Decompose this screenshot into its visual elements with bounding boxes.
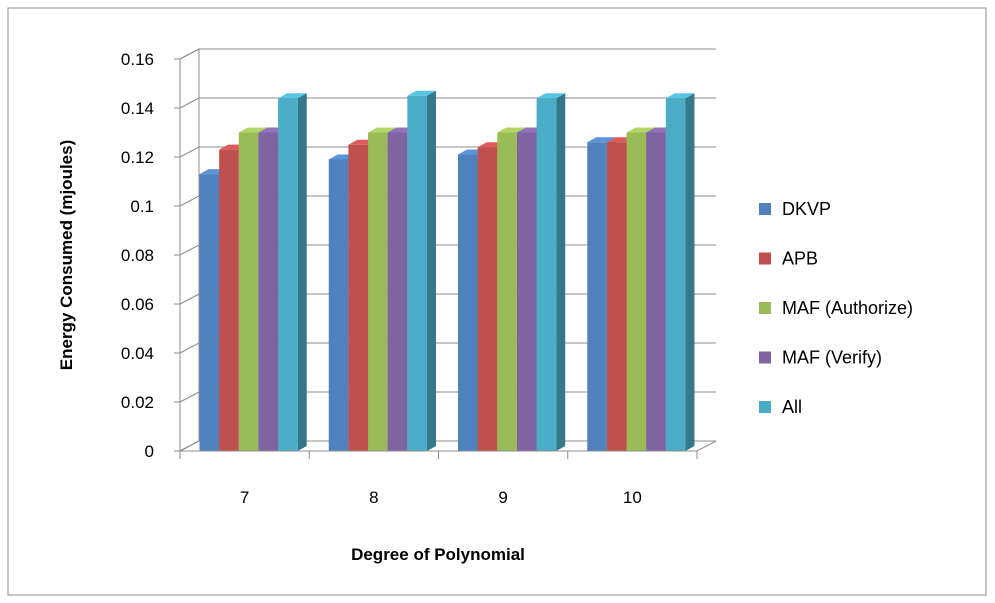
bar-all-7 xyxy=(278,93,307,451)
bar-side xyxy=(556,93,566,451)
bar-front xyxy=(458,154,478,452)
y-tick-label: 0.16 xyxy=(121,50,154,69)
bar-front xyxy=(407,95,427,451)
bar-top xyxy=(497,127,526,133)
bar-top xyxy=(238,127,268,133)
y-tick-label: 0.08 xyxy=(121,246,154,265)
x-tick-label: 7 xyxy=(240,488,249,507)
bar-all-9 xyxy=(536,93,566,451)
bar-front xyxy=(587,142,607,452)
y-tick-label: 0 xyxy=(145,442,154,461)
bar-front xyxy=(477,147,498,451)
gridline-diagonal xyxy=(179,195,200,207)
bar-front xyxy=(328,159,349,451)
bar-front xyxy=(536,98,557,451)
bar-front xyxy=(665,98,686,451)
y-tick-label: 0.02 xyxy=(121,393,154,412)
legend-item-maf-verify: MAF (Verify) xyxy=(759,348,882,368)
x-tick-label: 9 xyxy=(498,488,507,507)
bar-top xyxy=(407,90,436,96)
bars xyxy=(199,90,695,452)
bar-front xyxy=(348,144,369,451)
gridline-diagonal xyxy=(179,391,200,403)
gridline-diagonal xyxy=(179,293,200,305)
bar-front xyxy=(278,98,298,451)
x-tick-label: 10 xyxy=(623,488,642,507)
bar-front xyxy=(219,149,239,451)
y-tick-label: 0.1 xyxy=(130,197,154,216)
y-tick-label: 0.04 xyxy=(121,344,154,363)
legend-label: MAF (Authorize) xyxy=(782,298,913,318)
y-tick-labels: 0 0.02 0.04 0.06 0.08 0.1 0.12 0.14 0.16 xyxy=(121,50,154,461)
legend-item-maf-authorize: MAF (Authorize) xyxy=(759,298,913,318)
bar-top xyxy=(626,127,656,133)
bar-top xyxy=(536,93,566,99)
bar-front xyxy=(606,142,627,452)
bar-side xyxy=(297,93,307,451)
bar-top xyxy=(368,127,397,133)
bar-all-8 xyxy=(407,90,436,451)
legend-label: DKVP xyxy=(782,199,831,219)
gridline-diagonal xyxy=(179,342,200,354)
bar-front xyxy=(646,132,666,451)
legend-label: All xyxy=(782,397,802,417)
legend-swatch xyxy=(759,351,771,364)
legend-swatch xyxy=(759,252,771,265)
bar-front xyxy=(387,132,408,451)
bar-side xyxy=(685,93,695,451)
x-tick-label: 8 xyxy=(369,488,378,507)
legend-swatch xyxy=(759,401,771,413)
y-axis-title: Energy Consumed (mjoules) xyxy=(57,140,76,370)
bar-front xyxy=(626,132,647,451)
bar-side xyxy=(426,90,436,451)
gridline-diagonal xyxy=(179,97,200,109)
y-tick-label: 0.12 xyxy=(121,148,154,167)
bar-front xyxy=(368,132,388,451)
bar-front xyxy=(238,132,259,451)
legend-item-apb: APB xyxy=(759,249,818,269)
legend-item-all: All xyxy=(759,397,802,417)
legend-label: APB xyxy=(782,249,818,269)
bar-front xyxy=(199,174,220,451)
bar-front xyxy=(516,132,537,451)
bar-top xyxy=(587,137,616,143)
gridline-diagonal xyxy=(179,146,200,158)
axes xyxy=(174,58,698,459)
y-tick-label: 0.06 xyxy=(121,295,154,314)
gridline-diagonal xyxy=(179,48,200,60)
bar-all-10 xyxy=(665,93,695,451)
gridline-diagonal xyxy=(179,440,200,452)
x-axis-title: Degree of Polynomial xyxy=(351,545,525,564)
bar-top xyxy=(665,93,695,99)
legend: DKVP APB MAF (Authorize) MAF (Verify) All xyxy=(759,199,913,417)
bar-front xyxy=(497,132,517,451)
gridline-diagonal xyxy=(179,244,200,256)
y-tick-label: 0.14 xyxy=(121,99,154,118)
x-tick-labels: 7 8 9 10 xyxy=(240,488,642,507)
bar-front xyxy=(258,132,279,451)
legend-label: MAF (Verify) xyxy=(782,348,882,368)
legend-swatch xyxy=(759,203,771,215)
legend-swatch xyxy=(759,302,771,314)
legend-item-dkvp: DKVP xyxy=(759,199,831,219)
bar-top xyxy=(278,93,307,99)
